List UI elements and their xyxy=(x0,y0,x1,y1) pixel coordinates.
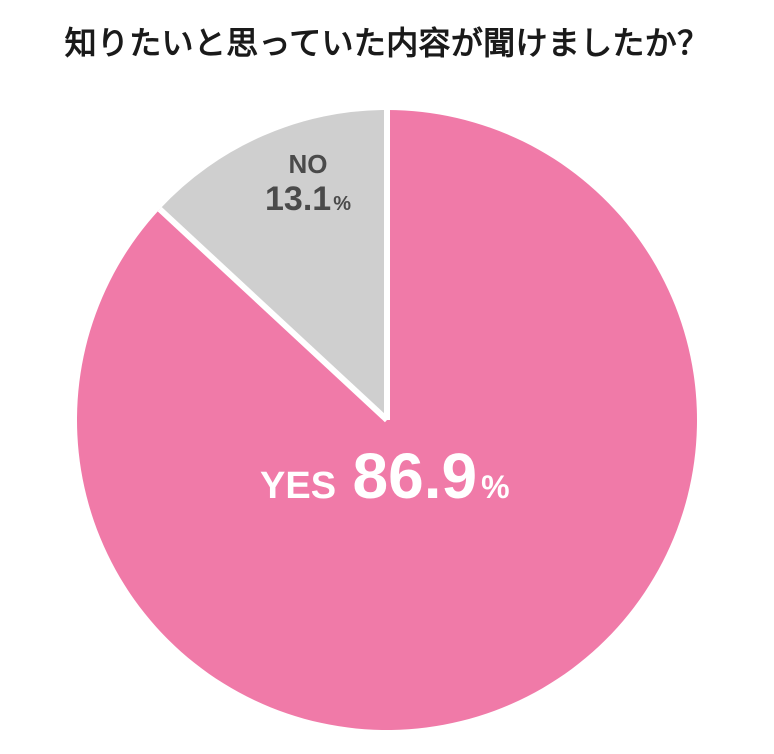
yes-value-text: 86.9 xyxy=(353,440,478,512)
no-label-text: NO xyxy=(265,150,351,180)
pie-chart xyxy=(77,110,697,730)
no-percent-suffix: % xyxy=(333,193,351,215)
slice-label-no: NO 13.1% xyxy=(265,150,351,219)
chart-title: 知りたいと思っていた内容が聞けましたか？ xyxy=(0,18,774,64)
no-value-text: 13.1 xyxy=(265,180,331,218)
yes-percent-suffix: % xyxy=(481,469,509,505)
slice-label-yes: YES 86.9% xyxy=(260,440,510,514)
yes-label-text: YES xyxy=(260,465,336,507)
pie-svg xyxy=(77,110,697,730)
